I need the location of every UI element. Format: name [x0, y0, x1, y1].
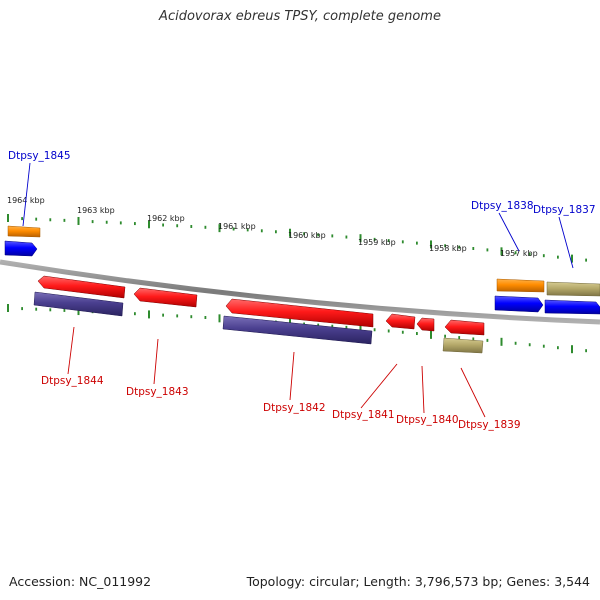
gene-labels: Dtpsy_1845 Dtpsy_1838 Dtpsy_1837 Dtpsy_1… [8, 150, 596, 431]
reverse-features [33, 275, 485, 354]
leader-line-1839 [460, 367, 486, 418]
kbp-label: 1958 kbp [429, 244, 467, 253]
topology-value: circular [309, 574, 356, 589]
genes-label: Genes: [506, 574, 551, 589]
gene-1843-cds-arrow[interactable] [133, 287, 198, 308]
leader-lines [22, 162, 574, 418]
accession-info: Accession: NC_011992 [9, 574, 151, 589]
kbp-label: 1959 kbp [358, 238, 396, 247]
kbp-label: 1960 kbp [288, 231, 326, 240]
length-value: 3,796,573 bp [414, 574, 499, 589]
gene-label-1843[interactable]: Dtpsy_1843 [126, 386, 189, 398]
leader-line-1841 [360, 363, 398, 409]
leader-line-1845 [22, 162, 31, 227]
gene-label-1845[interactable]: Dtpsy_1845 [8, 150, 71, 162]
scale-ticks-upper [7, 214, 587, 263]
scale-ticks-lower [7, 304, 587, 354]
gene-label-1840[interactable]: Dtpsy_1840 [396, 414, 459, 426]
gene-1842-gene-feature[interactable] [222, 315, 373, 345]
genome-title: Acidovorax ebreus TPSY, complete genome [159, 9, 441, 24]
forward-features [4, 225, 600, 315]
gene-label-1844[interactable]: Dtpsy_1844 [41, 375, 104, 387]
accession-label: Accession: [9, 574, 76, 589]
gene-1837-khaki-feature[interactable] [546, 281, 600, 297]
gene-1842-cds-arrow[interactable] [225, 298, 374, 328]
gene-label-1842[interactable]: Dtpsy_1842 [263, 402, 326, 414]
topology-label: Topology: [246, 574, 306, 589]
leader-line-1838 [498, 212, 520, 252]
gene-label-1839[interactable]: Dtpsy_1839 [458, 419, 521, 431]
gene-1839-khaki-feature[interactable] [442, 337, 484, 354]
gene-1838-orange-feature[interactable] [496, 278, 545, 293]
gene-label-1838[interactable]: Dtpsy_1838 [471, 200, 534, 212]
kbp-label: 1963 kbp [77, 206, 115, 215]
gene-1839-cds-arrow[interactable] [444, 319, 485, 336]
genome-backbone [0, 259, 600, 325]
leader-line-1842 [289, 351, 295, 401]
gene-1841-cds-arrow[interactable] [385, 313, 416, 330]
genes-value: 3,544 [554, 574, 590, 589]
genome-stats: Topology: circular; Length: 3,796,573 bp… [246, 574, 590, 589]
gene-label-1837[interactable]: Dtpsy_1837 [533, 204, 596, 216]
leader-line-1840 [421, 365, 425, 414]
kbp-labels: 1964 kbp 1963 kbp 1962 kbp 1961 kbp 1960… [7, 196, 538, 258]
length-label: Length: [363, 574, 411, 589]
gene-label-1841[interactable]: Dtpsy_1841 [332, 409, 395, 421]
gene-1838-cds-arrow[interactable] [494, 295, 544, 313]
kbp-label: 1961 kbp [218, 222, 256, 231]
leader-line-1844 [67, 326, 75, 375]
gene-1845-cds-arrow[interactable] [4, 240, 38, 257]
gene-1837-cds-arrow[interactable] [544, 299, 600, 315]
leader-line-1843 [153, 338, 159, 385]
kbp-label: 1962 kbp [147, 214, 185, 223]
accession-value: NC_011992 [79, 574, 152, 589]
kbp-label: 1957 kbp [500, 249, 538, 258]
gene-1840-cds-arrow[interactable] [416, 317, 435, 332]
gene-1844-cds-arrow[interactable] [37, 275, 126, 299]
leader-line-1837 [558, 216, 574, 269]
gene-1844-gene-feature[interactable] [33, 291, 124, 317]
gene-1845-orange-feature[interactable] [7, 225, 41, 238]
